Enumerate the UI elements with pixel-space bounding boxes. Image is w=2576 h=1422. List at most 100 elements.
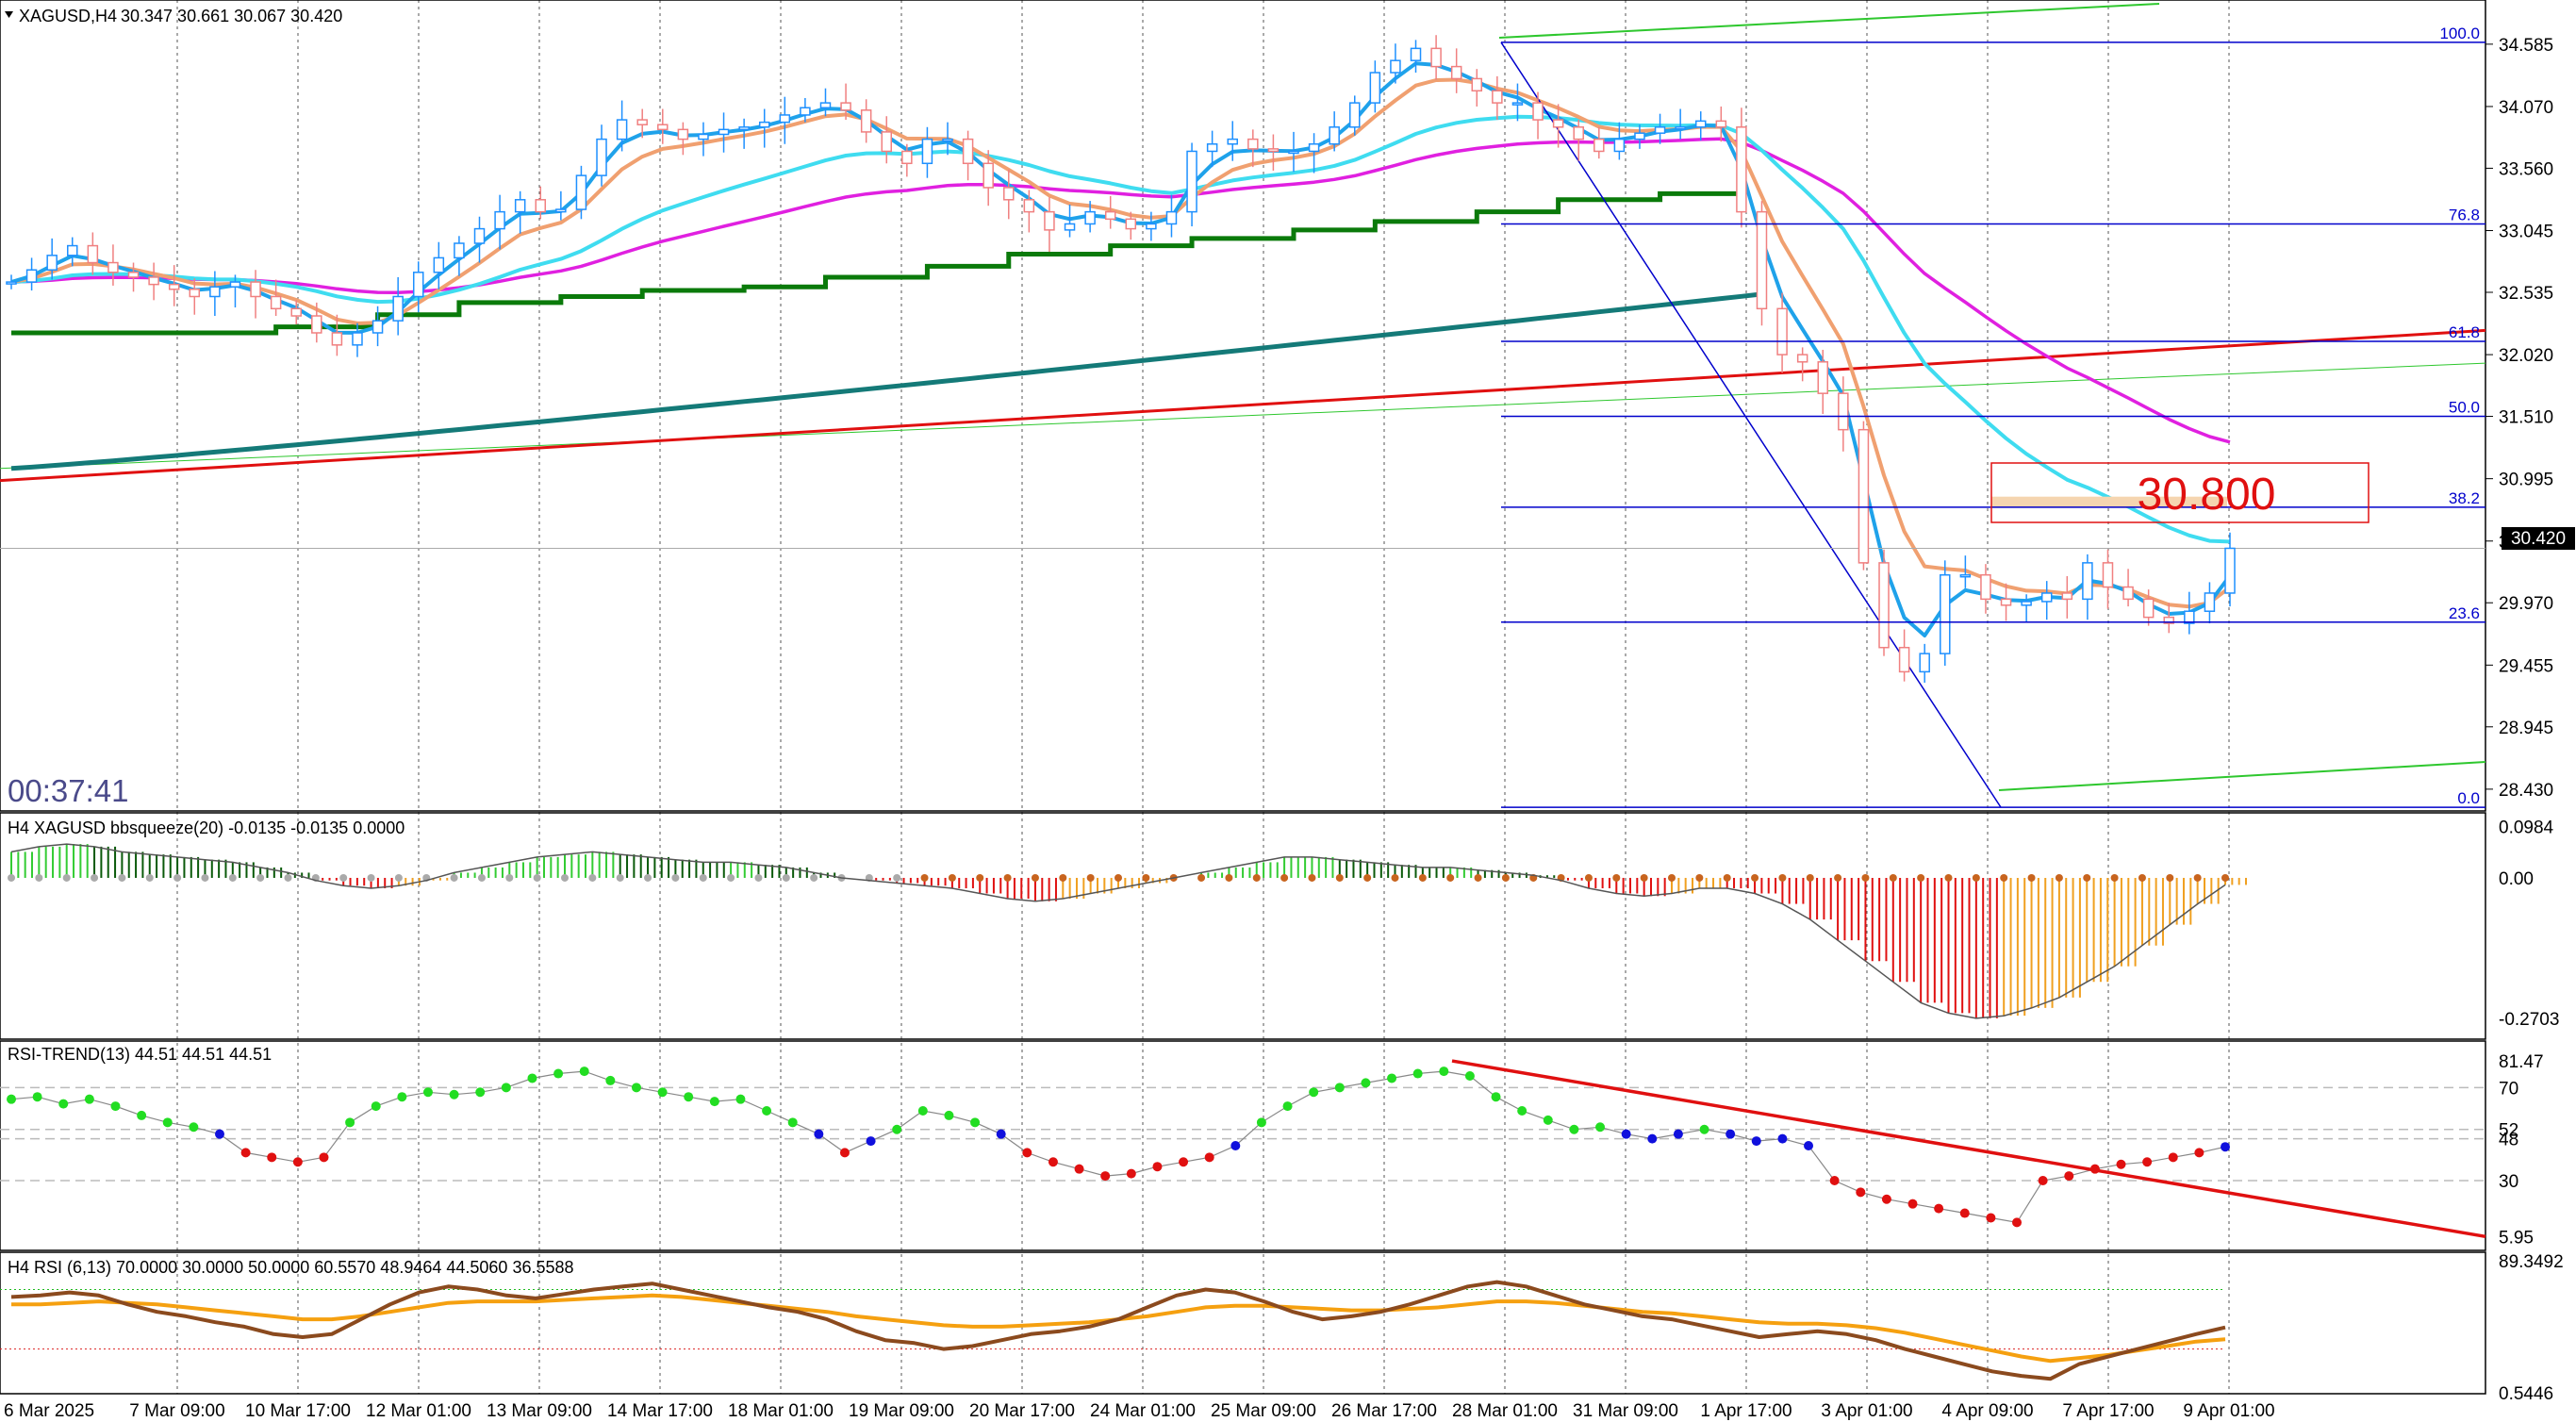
price-tick-label: 33.560 [2499,159,2553,179]
fib-level-label: 0.0 [2457,789,2480,807]
candle-body [270,295,282,310]
rsi-trend-dot [7,1094,16,1104]
candle-body [1084,210,1096,225]
price-tick-label: 34.070 [2499,98,2553,118]
rsi-trend-dot [1152,1162,1163,1172]
squeeze-dot [1972,873,1980,882]
fib-level-label: 50.0 [2449,399,2480,417]
rsi-trend-dot [2142,1157,2153,1167]
rsi-trend-dot [605,1075,616,1085]
price-pane[interactable]: 100.0 76.8 61.8 50.0 38.2 23.6 0.0 34.585 34.07… [0,0,2575,812]
squeeze-dot [256,873,265,882]
price-tick-label: 28.430 [2499,781,2553,801]
bbsqueeze-frame [0,812,2486,1040]
rsi-trend-dot [1543,1115,1553,1125]
candle-body [1146,223,1157,230]
time-tick-label: 1 Apr 17:00 [1700,1401,1792,1421]
candle-body [1634,132,1645,141]
candle-body [1817,361,1829,394]
candle-body [6,281,17,285]
rsi-trend-dot [162,1117,173,1128]
candle-body [1613,138,1626,153]
chevron-down-icon[interactable] [5,11,13,18]
rsi-trend-dot [1829,1176,1840,1185]
fib-level-label: 38.2 [2449,489,2480,507]
rsi-trend-dot [970,1117,981,1128]
time-tick-label: 19 Mar 09:00 [849,1401,954,1421]
squeeze-dot [2221,873,2229,882]
price-zone-label: 30.800 [2138,470,2276,520]
price-zone-box[interactable] [1990,462,2370,523]
rsi-trend-dot [1595,1122,1606,1133]
candle-body [412,272,424,298]
squeeze-dot [505,873,514,882]
rsi-trend-dot [657,1087,668,1098]
squeeze-dot [1252,873,1261,882]
rsi-trend-dot [214,1129,224,1139]
rsi-trend-dot [996,1129,1006,1139]
squeeze-dot [173,873,182,882]
squeeze-dot [1944,873,1953,882]
candle-body [331,332,343,346]
squeeze-dot [2110,873,2119,882]
squeeze-dot [201,873,209,882]
rsi-trend-dot [345,1117,355,1128]
candle-body [229,281,241,288]
rsi-trend-dot [240,1148,251,1158]
candle-body [311,315,322,334]
rsi-trend-tick-label: 70 [2499,1079,2518,1099]
rsi-trend-dot [553,1068,564,1079]
squeeze-dot [450,873,458,882]
candle-body [67,244,78,256]
candle-body [1165,210,1178,225]
candle-body [1980,573,1991,601]
time-tick-label: 24 Mar 01:00 [1090,1401,1196,1421]
rsi-trend-tick-label: 30 [2499,1172,2518,1192]
fib-level-label: 100.0 [2439,25,2480,42]
squeeze-tick-label: -0.2703 [2499,1010,2559,1030]
candle-body [881,131,892,153]
rsi-trend-dot [189,1122,199,1133]
rsi-trend-dot [422,1087,433,1098]
rsi-trend-dot [84,1094,94,1104]
current-price-marker [2502,527,2575,550]
squeeze-dot [1778,873,1787,882]
candle-body [514,199,526,213]
candle-body [983,162,994,189]
squeeze-dot [2000,873,2008,882]
rsi-trend-dot [2194,1148,2204,1158]
candle-body [1430,47,1442,68]
candle-body [1267,148,1280,153]
candle-body [2163,616,2174,624]
candle-body [2082,562,2093,601]
squeeze-dot [1806,873,1814,882]
candle-body [2021,601,2032,606]
squeeze-dot [1115,873,1122,882]
rsi-pane[interactable]: 89.3492 0.5446 H4 RSI (6,13) 70.0000 30.0… [0,1251,2564,1404]
candle-body [25,269,38,283]
channel-line-lower [0,362,2486,470]
candle-body [596,138,607,176]
squeeze-dot [1418,873,1427,882]
price-pane-frame [0,0,2486,812]
price-tick-label: 30.995 [2499,471,2553,490]
rsi-axis: 89.3492 0.5446 [2499,1252,2564,1404]
rsi-trend-dot [2116,1159,2126,1169]
rsi-trend-dot [1022,1148,1032,1158]
squeeze-dot [1834,873,1842,882]
rsi-trend-dot [579,1066,589,1077]
candle-body [2000,598,2012,606]
rsi-trend-dot [110,1101,121,1112]
time-axis: 6 Mar 2025 7 Mar 09:00 10 Mar 17:00 12 Mar … [4,1401,2275,1421]
candle-body [1206,142,1218,153]
bbsqueeze-pane[interactable]: 0.0984 0.00 -0.2703 H4 XAGUSD bbsqueeze(20… [0,812,2559,1040]
fib-diagonal [1500,41,2002,808]
fibonacci-levels[interactable]: 100.0 76.8 61.8 50.0 38.2 23.6 0.0 [1501,25,2485,808]
rsi-trend-dot [1647,1133,1658,1144]
candle-body [392,295,404,322]
candle-body [1940,573,1951,654]
squeeze-dot [145,873,154,882]
squeeze-dot [699,873,707,882]
